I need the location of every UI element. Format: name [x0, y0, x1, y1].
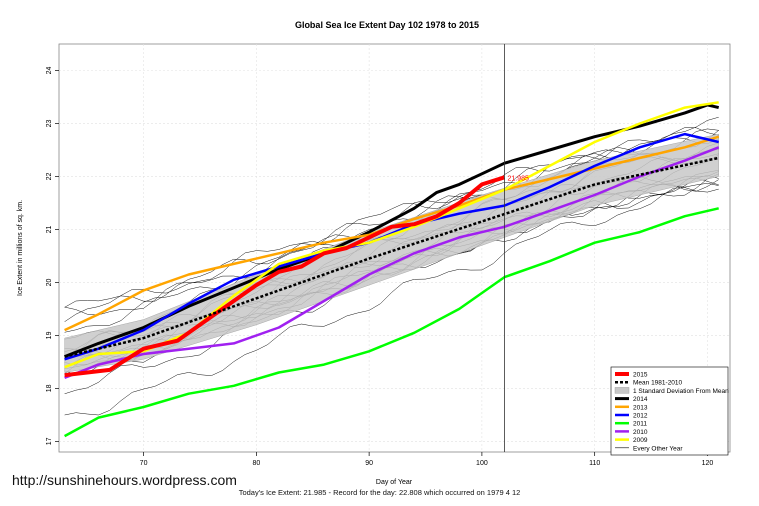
- every-other-year-line: [64, 137, 719, 322]
- legend-label: 2011: [633, 421, 647, 428]
- legend-box: [610, 366, 729, 456]
- y-tick-label: 24: [46, 66, 53, 74]
- x-tick-label: 70: [140, 460, 148, 467]
- y-axis-ticks: 17 18 19 20 21 22 23 24: [46, 66, 59, 445]
- series-2010: [64, 146, 720, 379]
- y-axis-label: Ice Extent in millions of sq. km.: [17, 200, 24, 296]
- footer-caption: Today's Ice Extent: 21.985 - Record for …: [238, 488, 521, 497]
- legend-label: 2010: [633, 429, 648, 436]
- series-2014: [64, 103, 720, 358]
- legend-label: 2012: [633, 413, 648, 420]
- y-tick-label: 21: [46, 225, 53, 233]
- y-tick-label: 20: [46, 278, 53, 286]
- series-2015: [64, 175, 506, 378]
- legend-label: Mean 1981-2010: [633, 380, 683, 387]
- y-tick-label: 19: [46, 331, 53, 339]
- x-tick-label: 90: [365, 460, 373, 467]
- legend-label: 2009: [633, 437, 648, 444]
- legend-swatch-band: [614, 387, 630, 394]
- y-tick-label: 17: [46, 437, 53, 445]
- x-axis-ticks: 70 80 90 100 110 120: [140, 452, 714, 467]
- legend-label: Every Other Year: [633, 445, 683, 452]
- x-tick-label: 120: [702, 460, 714, 467]
- y-tick-label: 23: [46, 119, 53, 127]
- watermark-url: http://sunshinehours.wordpress.com: [12, 472, 237, 488]
- x-tick-label: 100: [476, 460, 488, 467]
- chart-title: Global Sea Ice Extent Day 102 1978 to 20…: [295, 20, 479, 30]
- every-other-year-line: [64, 187, 719, 416]
- y-tick-label: 22: [46, 172, 53, 180]
- series-lines: [64, 101, 720, 438]
- series-2011: [64, 207, 719, 438]
- today-value-label: 21.985: [507, 175, 529, 182]
- x-axis-label: Day of Year: [376, 479, 413, 486]
- mean-line: [64, 156, 719, 358]
- y-tick-label: 18: [46, 384, 53, 392]
- legend-label: 2014: [633, 396, 648, 403]
- x-tick-label: 110: [589, 460, 600, 467]
- legend-label: 1 Standard Deviation From Mean: [633, 388, 729, 395]
- legend-label: 2015: [633, 372, 648, 379]
- x-tick-label: 80: [252, 460, 260, 467]
- legend-label: 2013: [633, 404, 648, 411]
- mean-1981-2010-line: [64, 156, 719, 358]
